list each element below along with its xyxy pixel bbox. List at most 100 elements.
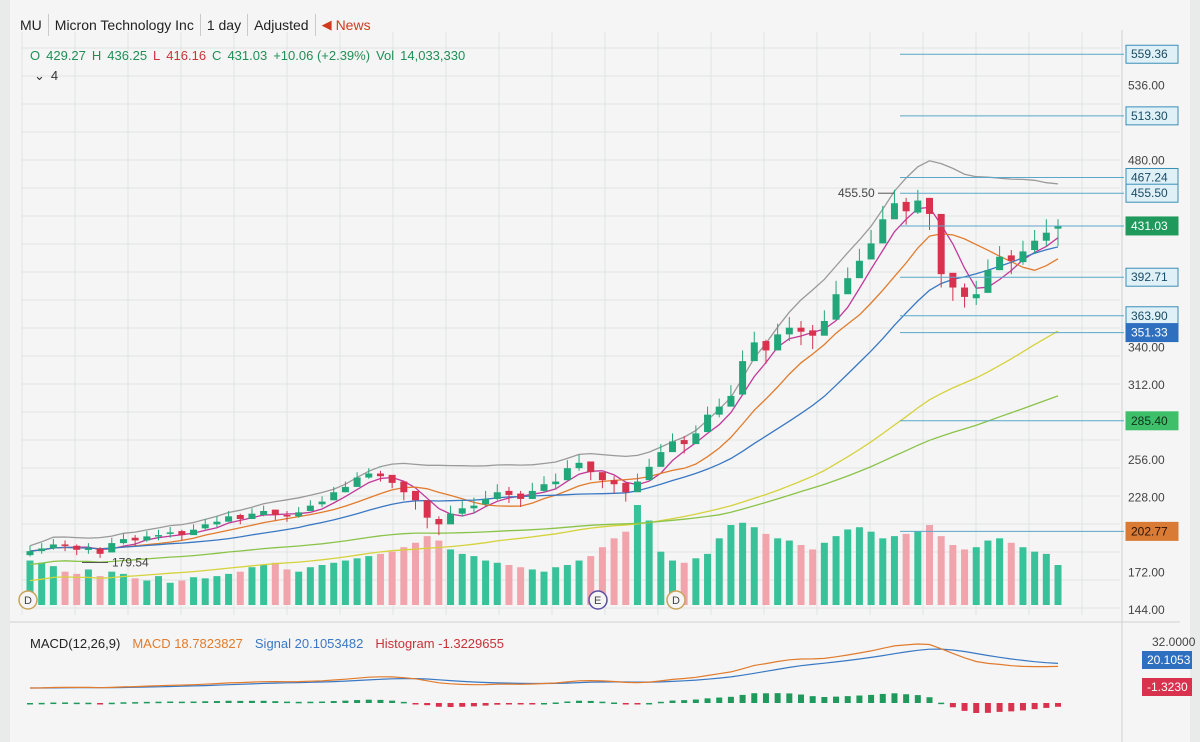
- macd-name[interactable]: MACD(12,26,9): [30, 636, 121, 651]
- macd-histogram-bar: [762, 693, 769, 703]
- chevron-down-icon: ⌄: [34, 68, 45, 83]
- macd-histogram-bar: [599, 701, 606, 704]
- megaphone-icon: ◀: [321, 17, 332, 32]
- candle-body: [552, 481, 560, 485]
- volume-bar: [400, 547, 408, 605]
- candle-body: [131, 537, 139, 541]
- y-tick-label: 340.00: [1128, 341, 1165, 355]
- volume-bar: [38, 562, 46, 605]
- macd-histogram-bar: [459, 703, 466, 707]
- macd-histogram-bar: [73, 702, 80, 705]
- volume-bar: [341, 560, 349, 605]
- macd-histogram-bar: [833, 696, 840, 703]
- volume-bar: [213, 576, 221, 605]
- candle-body: [867, 243, 875, 260]
- volume-bar: [283, 569, 291, 605]
- candle-body: [528, 490, 536, 499]
- macd-axis-tick: 32.0000: [1152, 635, 1196, 649]
- candle-body: [832, 294, 840, 320]
- macd-histogram-bar: [751, 693, 758, 703]
- price-label-box: [1125, 44, 1179, 64]
- indicator-collapse[interactable]: ⌄ 4: [34, 68, 58, 84]
- candle-body: [412, 490, 419, 501]
- macd-histogram-bar: [62, 702, 69, 704]
- volume-bar: [832, 536, 840, 605]
- price-label-box: [1125, 521, 1179, 541]
- candle-body: [996, 256, 1004, 271]
- macd-histogram-box: [1142, 678, 1192, 696]
- volume-bar: [517, 567, 525, 605]
- macd-histogram-bar: [798, 694, 804, 703]
- candle-body: [283, 515, 291, 517]
- macd-line: [29, 643, 1059, 689]
- change-value: +10.06 (+2.39%): [273, 48, 371, 63]
- macd-histogram-bar: [237, 700, 244, 703]
- chart-header: MU Micron Technology Inc 1 day Adjusted …: [18, 14, 377, 36]
- candle-body: [855, 260, 863, 279]
- interval-selector[interactable]: 1 day: [199, 14, 247, 36]
- macd-histogram-bar: [856, 695, 863, 703]
- volume-bar: [739, 522, 747, 605]
- macd-histogram-bar: [564, 701, 571, 703]
- macd-histogram-bar: [143, 701, 150, 704]
- y-tick-label: 144.00: [1128, 603, 1165, 617]
- macd-histogram-bar: [984, 703, 991, 713]
- volume-bar: [178, 580, 186, 605]
- candle-body: [774, 334, 782, 351]
- signal-value: Signal 20.1053482: [254, 636, 364, 651]
- volume-bar: [774, 538, 782, 605]
- macd-histogram-bar: [319, 701, 326, 704]
- macd-histogram-label: -1.3230: [1147, 680, 1188, 694]
- macd-histogram-bar: [97, 703, 104, 705]
- candle-body: [225, 516, 233, 522]
- volume-bar: [482, 560, 490, 605]
- price-label: 559.36: [1131, 47, 1168, 61]
- candle-body: [306, 505, 314, 511]
- macd-histogram-bar: [389, 700, 396, 703]
- volume-bar: [318, 565, 326, 605]
- volume-bar: [984, 540, 992, 605]
- candle-body: [271, 509, 279, 515]
- macd-histogram-bar: [786, 693, 793, 703]
- volume-bar: [633, 505, 641, 605]
- macd-signal-line: [30, 648, 1059, 689]
- macd-histogram-bar: [108, 702, 115, 705]
- y-tick-label: 312.00: [1128, 378, 1165, 392]
- macd-histogram-bar: [190, 701, 197, 704]
- news-button[interactable]: ◀ News: [314, 14, 377, 36]
- candle-body: [341, 486, 349, 493]
- candle-body: [213, 521, 221, 525]
- macd-histogram-bar: [809, 696, 816, 703]
- ma-yellow-line: [29, 330, 1059, 582]
- adjustment-toggle[interactable]: Adjusted: [247, 14, 314, 36]
- price-label-box: [1125, 216, 1179, 236]
- candle-body: [1019, 251, 1027, 263]
- macd-histogram-bar: [342, 700, 349, 703]
- symbol[interactable]: MU: [20, 17, 42, 33]
- volume-bar: [867, 531, 875, 605]
- macd-histogram-bar: [307, 701, 314, 704]
- y-tick-label: 480.00: [1128, 153, 1165, 167]
- candle-body: [797, 327, 805, 332]
- macd-histogram-bar: [272, 701, 279, 703]
- candle-body: [61, 544, 69, 546]
- volume-bar: [412, 542, 419, 605]
- candle-body: [879, 219, 887, 244]
- macd-histogram-bar: [213, 701, 220, 703]
- volume-bar: [1042, 553, 1050, 605]
- macd-histogram-bar: [155, 701, 162, 704]
- macd-histogram-bar: [611, 702, 618, 705]
- volume-bar: [96, 576, 104, 605]
- volume-bar: [61, 571, 69, 605]
- candle-body: [1054, 225, 1062, 229]
- candle-body: [890, 203, 898, 220]
- macd-histogram-bar: [529, 703, 536, 705]
- macd-histogram-bar: [470, 703, 477, 707]
- ma-green-line: [29, 395, 1059, 566]
- price-label: 467.24: [1131, 170, 1168, 184]
- candle-body: [493, 492, 501, 499]
- event-marker-label: D: [24, 595, 32, 607]
- volume-bar: [528, 569, 536, 605]
- candle-body: [376, 473, 384, 477]
